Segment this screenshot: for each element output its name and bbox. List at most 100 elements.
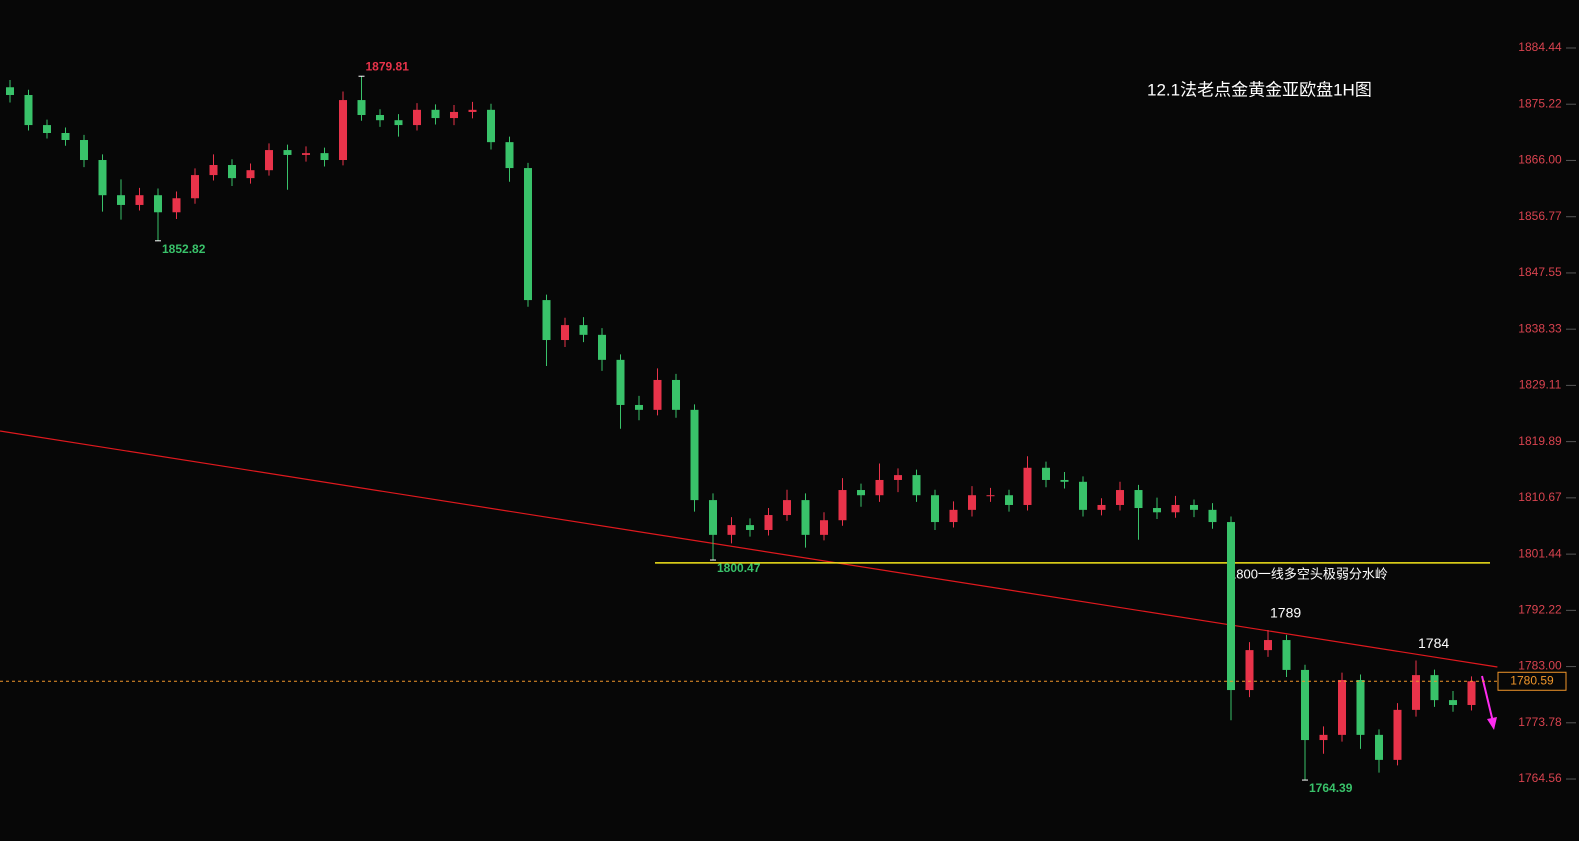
y-tick-label: 1884.44	[1518, 40, 1562, 54]
candle-body	[283, 150, 292, 155]
annotation: 1789	[1270, 605, 1301, 621]
extreme-label: 1879.81	[366, 59, 410, 73]
candle-body	[542, 300, 551, 341]
last-price-box	[1497, 671, 1567, 691]
candle-body	[1005, 495, 1013, 505]
y-tick-label: 1783.00	[1518, 659, 1562, 673]
candle-body	[1060, 479, 1069, 482]
candle-body	[228, 165, 236, 179]
y-tick-label: 1773.78	[1518, 715, 1562, 729]
candle-body	[727, 525, 736, 535]
candle-body	[1319, 734, 1328, 741]
candle-body	[1301, 669, 1309, 741]
candle-body	[598, 334, 606, 360]
y-tick-label: 1856.77	[1518, 209, 1562, 223]
candle-body	[1190, 504, 1198, 510]
candle-body	[931, 495, 939, 523]
candle-body	[1134, 490, 1143, 509]
candle-body	[561, 325, 569, 341]
candle-body	[1079, 481, 1087, 510]
candle-body	[1393, 709, 1402, 760]
candle-body	[468, 109, 477, 112]
candle-body	[1412, 675, 1420, 710]
extreme-label: 1764.39	[1309, 781, 1353, 795]
candle-body	[1116, 490, 1124, 505]
candle-body	[838, 490, 847, 521]
y-tick-label: 1792.22	[1518, 603, 1562, 617]
candle-body	[43, 125, 51, 133]
candle-body	[1467, 681, 1476, 705]
candle-body	[1430, 675, 1439, 701]
candle-body	[635, 404, 643, 410]
candle-body	[1097, 504, 1106, 510]
y-tick-label: 1866.00	[1518, 153, 1562, 167]
candle-body	[413, 109, 421, 126]
candle-body	[487, 109, 495, 143]
candle-body	[61, 132, 70, 141]
last-price-label: 1780.59	[1510, 673, 1554, 687]
candle-body	[524, 168, 532, 301]
candle-body	[1227, 522, 1235, 691]
candle-body	[1023, 467, 1032, 505]
candle-body	[709, 500, 717, 535]
candle-body	[1338, 679, 1346, 735]
candle-body	[394, 120, 403, 126]
support-label: 1800一线多空头极弱分水岭	[1229, 566, 1388, 581]
candle-body	[579, 325, 588, 335]
candle-body	[986, 495, 995, 497]
candle-body	[450, 111, 458, 119]
candle-body	[98, 160, 107, 196]
candle-body	[1245, 650, 1254, 691]
candle-body	[1282, 640, 1291, 670]
candle-body	[875, 479, 884, 496]
candle-body	[135, 195, 144, 205]
y-tick-label: 1764.56	[1518, 771, 1562, 785]
arrow-head	[1487, 717, 1497, 730]
candle-body	[1171, 504, 1180, 513]
candle-body	[154, 195, 162, 213]
trendline	[0, 430, 1498, 668]
candle-body	[746, 525, 754, 530]
candle-body	[764, 515, 773, 530]
candle-body	[672, 379, 680, 410]
chart-title: 12.1法老点金黄金亚欧盘1H图	[1147, 80, 1372, 99]
candle-body	[1375, 734, 1383, 760]
candle-body	[80, 140, 88, 161]
candle-body	[505, 142, 514, 169]
candle-body	[912, 475, 921, 496]
extreme-label: 1800.47	[717, 561, 761, 575]
candle-body	[820, 520, 828, 535]
extreme-label: 1852.82	[162, 242, 206, 256]
candle-body	[209, 165, 218, 176]
candle-body	[1449, 700, 1457, 705]
candle-body	[801, 500, 810, 535]
candle-body	[1208, 509, 1217, 523]
candle-body	[949, 509, 958, 523]
candle-body	[191, 175, 199, 199]
candle-body	[653, 379, 662, 410]
candle-body	[6, 87, 14, 96]
candle-body	[302, 153, 310, 155]
candle-body	[1356, 679, 1365, 735]
candle-body	[431, 109, 440, 119]
candle-body	[320, 153, 329, 161]
annotation: 1784	[1418, 635, 1449, 651]
y-tick-label: 1829.11	[1519, 378, 1562, 392]
y-tick-label: 1838.33	[1518, 321, 1562, 335]
candle-body	[690, 409, 699, 501]
candle-body	[357, 100, 366, 116]
candle-body	[24, 95, 33, 126]
candle-body	[616, 359, 625, 405]
candle-body	[1264, 640, 1272, 651]
y-tick-label: 1875.22	[1518, 96, 1562, 110]
candle-body	[117, 195, 125, 205]
candle-body	[968, 495, 976, 510]
arrow	[1481, 675, 1494, 723]
candle-body	[246, 170, 255, 179]
candle-body	[1153, 508, 1161, 513]
candle-body	[172, 198, 181, 213]
y-tick-label: 1847.55	[1518, 265, 1562, 279]
